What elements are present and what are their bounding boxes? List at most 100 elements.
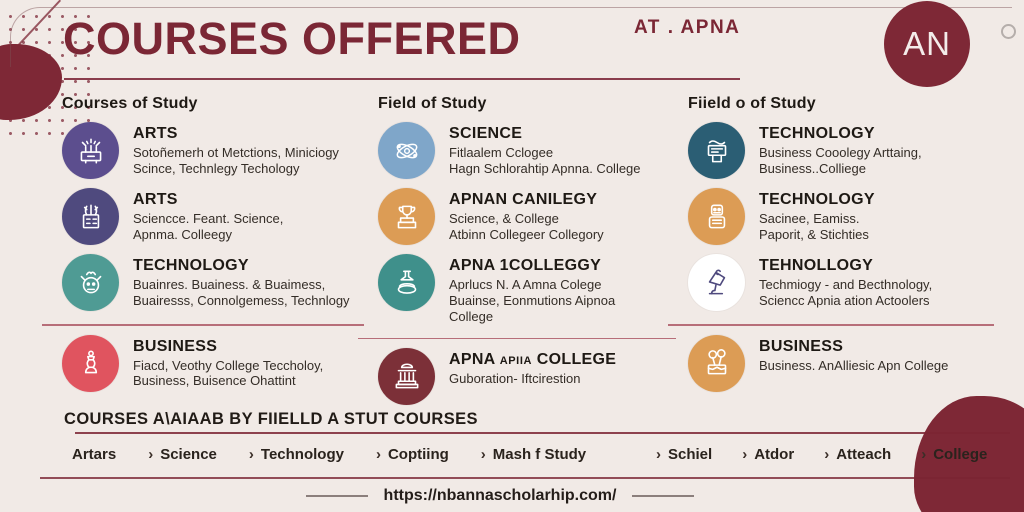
footer-heading-underline xyxy=(75,432,1010,434)
course-item-text: APNA APIIA COLLEGE Guboration- Iftcirest… xyxy=(449,348,672,387)
course-item-technology: TECHNOLOGY Buainres. Buainess. & Buaimes… xyxy=(62,254,360,311)
course-item-text: APNA 1COLLEGGY Aprlucs N. A Amna Colege … xyxy=(449,254,672,325)
course-title: SCIENCE xyxy=(449,125,523,142)
chevron-right-icon: › xyxy=(742,446,748,463)
footer-link-schiel: › Schiel xyxy=(656,446,712,463)
footer-link-atteach: › Atteach xyxy=(824,446,891,463)
course-item-text: TECHNOLOGY Sacinee, Eamiss. Paporit, & S… xyxy=(759,188,990,243)
footer-link-technology: › Technology xyxy=(249,446,344,463)
course-item-technology-2: TECHNOLOGY Sacinee, Eamiss. Paporit, & S… xyxy=(688,188,990,245)
course-description: Fitlaalem Cclogee Hagn Schlorahtip Apnna… xyxy=(449,145,641,176)
footer-link-label: Atteach xyxy=(836,446,892,463)
course-title: TEHNOLLOGY xyxy=(759,257,874,274)
course-title: TECHNOLOGY xyxy=(133,257,249,274)
course-item-text: TEHNOLLOGY Techmiogy - and Becthnology, … xyxy=(759,254,990,309)
footer-link-college: › College xyxy=(921,446,987,463)
brand-badge: AN xyxy=(884,1,970,87)
course-description: Sacinee, Eamiss. Paporit, & Stichties xyxy=(759,211,869,242)
course-title: APNAN CANILEGY xyxy=(449,191,598,208)
header-subtitle: AT . APNA xyxy=(634,17,741,38)
column-courses-of-study: Courses of Study ARTS Sotoñemerh ot Metc… xyxy=(42,95,364,392)
ring-decoration xyxy=(1001,24,1016,39)
title-underline xyxy=(64,78,740,80)
footer-link-artars: Artars xyxy=(72,446,116,463)
chess-piece-icon xyxy=(62,334,119,392)
course-item-text: TECHNOLOGY Business Cooolegy Arttaing, B… xyxy=(759,122,990,177)
website-url[interactable]: https://nbannascholarhip.com/ xyxy=(383,487,617,504)
course-item-text: BUSINESS Business. AnAlliesic Apn Colleg… xyxy=(759,335,990,374)
footer-links-left: Artars › Science › Technology › Coptiing… xyxy=(72,446,586,463)
course-item-arts-1: ARTS Sotoñemerh ot Metctions, Miniciogy … xyxy=(62,122,360,179)
column-divider xyxy=(42,324,364,326)
course-item-text: ARTS Sciencce. Feant. Science, Apnma. Co… xyxy=(133,188,360,243)
footer-link-coptiing: › Coptiing xyxy=(376,446,449,463)
course-title: BUSINESS xyxy=(759,337,844,355)
badge-label: AN xyxy=(903,25,951,62)
flask-icon xyxy=(378,254,435,311)
column-field-o-of-study: Fiield o of Study TECHNOLOGY Business Co… xyxy=(668,95,994,392)
course-title: ARTS xyxy=(133,191,178,208)
trophy-podium-icon xyxy=(378,188,435,245)
url-side-line xyxy=(305,495,368,497)
course-item-text: TECHNOLOGY Buainres. Buainess. & Buaimes… xyxy=(133,254,360,309)
course-item-technology-1: TECHNOLOGY Business Cooolegy Arttaing, B… xyxy=(688,122,990,179)
footer-link-label: Schiel xyxy=(668,446,713,463)
footer-url-row: https://nbannascholarhip.com/ xyxy=(0,487,1000,505)
chevron-right-icon: › xyxy=(921,446,927,463)
chemistry-set-icon xyxy=(62,122,119,179)
footer-link-mash-f-study: › Mash f Study xyxy=(481,446,586,463)
course-description: Science, & College Atbinn Collegeer Coll… xyxy=(449,211,604,242)
course-title: BUSINESS xyxy=(133,337,218,355)
printer-icon xyxy=(688,122,745,179)
column-header: Courses of Study xyxy=(62,95,198,112)
chevron-right-icon: › xyxy=(480,446,486,463)
course-item-text: APNAN CANILEGY Science, & College Atbinn… xyxy=(449,188,672,243)
robot-icon xyxy=(688,188,745,245)
cow-icon xyxy=(62,254,119,311)
footer-heading: COURSES A\AIAAB BY FIIELLD A STUT COURSE… xyxy=(64,410,478,428)
course-title: APNA APIIA COLLEGE xyxy=(449,351,617,369)
column-header: Field of Study xyxy=(378,95,487,112)
footer-link-science: › Science xyxy=(148,446,217,463)
course-item-apna-colleggy: APNA 1COLLEGGY Aprlucs N. A Amna Colege … xyxy=(378,254,672,325)
chevron-right-icon: › xyxy=(656,446,661,463)
footer-link-label: Coptiing xyxy=(387,446,449,463)
building-plants-icon xyxy=(62,188,119,245)
desk-lamp-icon xyxy=(688,254,745,311)
course-item-arts-2: ARTS Sciencce. Feant. Science, Apnma. Co… xyxy=(62,188,360,245)
course-item-apnan: APNAN CANILEGY Science, & College Atbinn… xyxy=(378,188,672,245)
footer-link-label: Science xyxy=(160,446,217,463)
footer-link-label: Atdor xyxy=(754,446,795,463)
chevron-right-icon: › xyxy=(824,446,830,463)
course-item-business: BUSINESS Fiacd, Veothy College Teccholoy… xyxy=(62,334,360,392)
footer-divider-line xyxy=(40,477,1010,479)
chevron-right-icon: › xyxy=(248,446,254,463)
course-description: Business. AnAlliesic Apn College xyxy=(759,357,949,373)
course-description: Sciencce. Feant. Science, Apnma. Colleeg… xyxy=(133,211,284,242)
map-balloons-icon xyxy=(688,334,745,392)
course-description: Aprlucs N. A Amna Colege Buainse, Eonmut… xyxy=(449,277,616,324)
course-title: TECHNOLOGY xyxy=(759,125,875,142)
bank-building-icon xyxy=(378,348,435,406)
course-description: Sotoñemerh ot Metctions, Miniciogy Scinc… xyxy=(133,145,339,176)
chevron-right-icon: › xyxy=(148,446,154,463)
footer-link-label: College xyxy=(933,446,988,463)
url-side-line xyxy=(632,495,695,497)
footer-link-label: Artars xyxy=(72,446,117,463)
course-item-science: SCIENCE Fitlaalem Cclogee Hagn Schloraht… xyxy=(378,122,672,179)
column-header: Fiield o of Study xyxy=(688,95,816,112)
course-title: TECHNOLOGY xyxy=(759,191,875,208)
course-title: ARTS xyxy=(133,125,178,142)
page-title: COURSES OFFERED xyxy=(63,13,521,64)
course-item-business-2: BUSINESS Business. AnAlliesic Apn Colleg… xyxy=(688,334,990,392)
footer-link-atdor: › Atdor xyxy=(742,446,794,463)
footer-link-label: Mash f Study xyxy=(492,446,587,463)
course-item-text: ARTS Sotoñemerh ot Metctions, Miniciogy … xyxy=(133,122,360,177)
course-description: Fiacd, Veothy College Teccholoy, Busines… xyxy=(133,357,324,389)
course-description: Business Cooolegy Arttaing, Business..Co… xyxy=(759,145,922,176)
footer-link-label: Technology xyxy=(260,446,344,463)
course-title: APNA 1COLLEGGY xyxy=(449,257,602,274)
atom-icon xyxy=(378,122,435,179)
